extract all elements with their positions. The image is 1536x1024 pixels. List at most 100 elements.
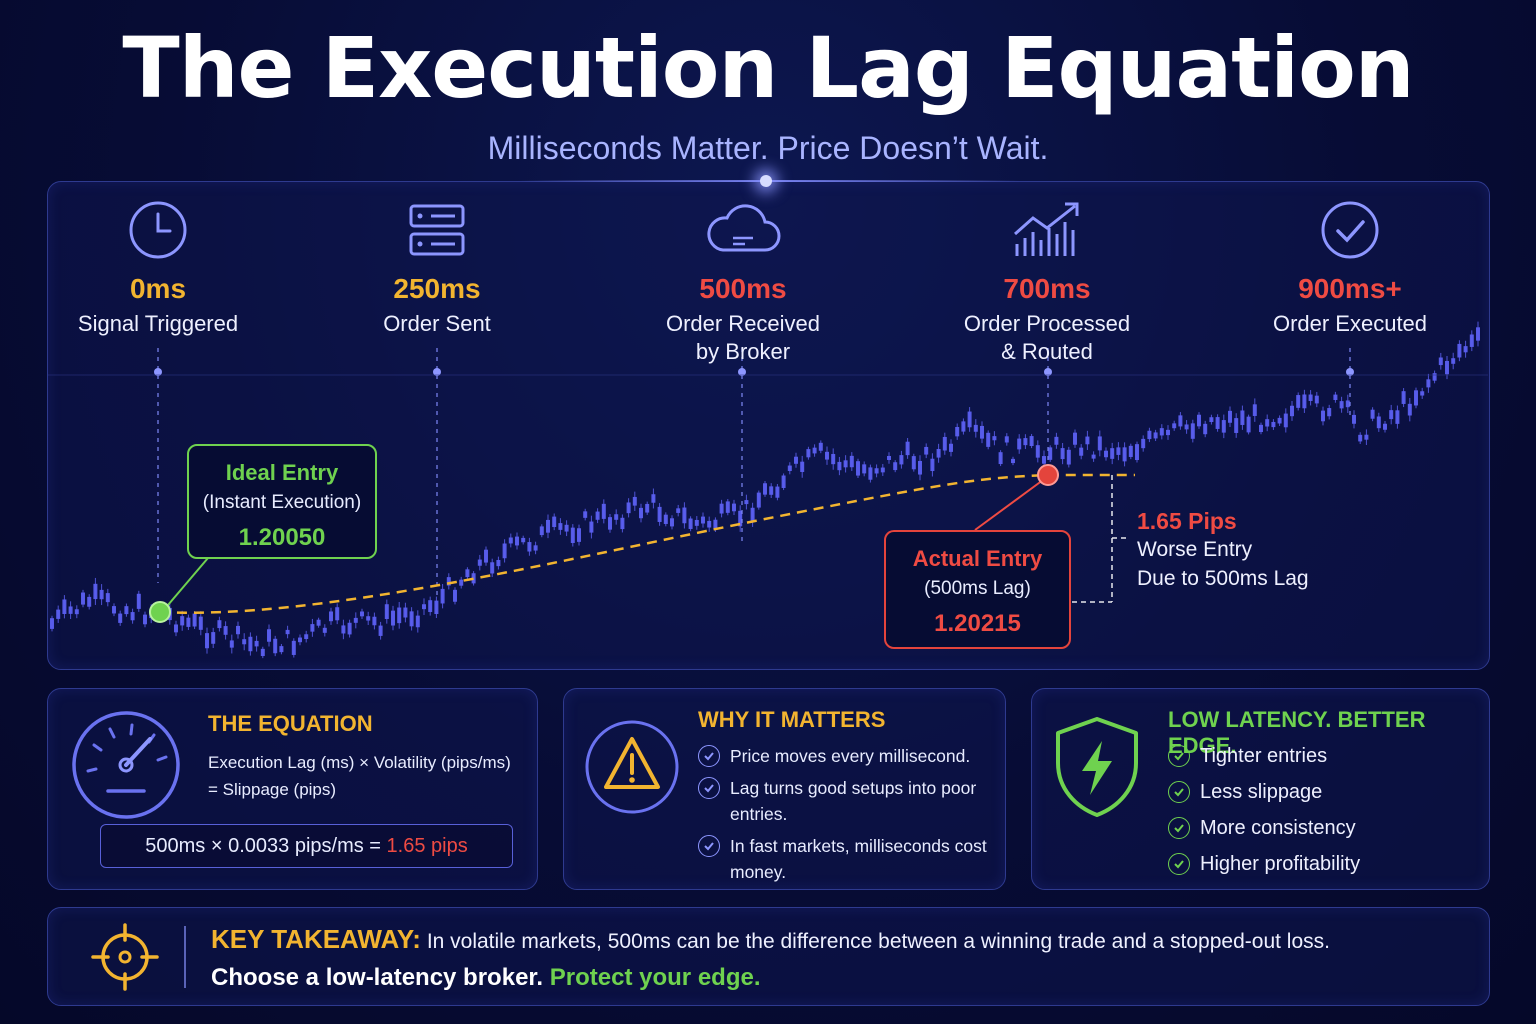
candle-body — [620, 517, 625, 530]
candle-body — [1445, 360, 1449, 375]
candle-body — [322, 627, 327, 633]
candle-body — [1172, 423, 1177, 429]
candle-body — [1476, 327, 1480, 341]
candle-body — [1060, 448, 1065, 460]
candle-body — [74, 609, 79, 615]
stage-time: 700ms — [1003, 273, 1091, 304]
stage-label: Order Sent — [383, 311, 491, 336]
candle-body — [942, 436, 947, 451]
candle-body — [601, 503, 606, 519]
low-latency-item: Less slippage — [1200, 781, 1323, 803]
candle-body — [360, 611, 364, 617]
candle-body — [310, 624, 315, 632]
candle-body — [1296, 395, 1301, 408]
target-icon — [90, 922, 160, 997]
glow-dot — [760, 175, 772, 187]
candle-body — [539, 526, 544, 536]
candle-body — [930, 458, 935, 472]
candle-body — [639, 507, 643, 519]
candle-body — [50, 618, 54, 629]
stage-label: Signal Triggered — [77, 311, 239, 336]
bar-chart-trend-icon — [927, 198, 1167, 262]
candle-body — [1314, 395, 1319, 404]
candle-body — [955, 426, 960, 437]
candle-body — [589, 521, 594, 533]
list-item: Higher profitability — [1168, 851, 1468, 877]
candle-body — [1190, 423, 1195, 439]
ideal-entry-title: Ideal Entry — [225, 460, 339, 485]
candle-body — [1085, 436, 1090, 445]
takeaway-label: KEY TAKEAWAY: — [211, 924, 421, 954]
candle-body — [893, 462, 898, 471]
candle-body — [645, 503, 650, 513]
candle-body — [1011, 458, 1015, 464]
candle-body — [440, 588, 445, 604]
stage-time: 250ms — [393, 273, 481, 304]
candle-body — [304, 634, 309, 640]
candle-body — [1221, 420, 1226, 433]
candle-body — [198, 616, 203, 630]
candle-body — [1352, 414, 1356, 424]
candle-body — [688, 518, 693, 529]
candle-body — [341, 625, 346, 634]
candle-body — [118, 613, 123, 623]
candle-body — [1029, 436, 1034, 447]
candle-body — [874, 468, 879, 474]
candle-body — [1321, 410, 1325, 422]
candle-body — [521, 537, 526, 543]
candle-body — [880, 467, 885, 473]
candle-body — [911, 456, 916, 470]
candle-body — [973, 424, 978, 432]
candle-body — [1265, 419, 1270, 427]
why-it-matters-card: WHY IT MATTERS Price moves every millise… — [563, 688, 1006, 890]
stage-time: 500ms — [699, 273, 787, 304]
candle-body — [186, 617, 191, 627]
stage-order-received: 500ms Order Received by Broker — [623, 198, 863, 366]
pips-note-title: 1.65 Pips — [1137, 508, 1237, 534]
candle-body — [1122, 447, 1127, 462]
candle-body — [806, 449, 811, 458]
candle-body — [87, 596, 92, 607]
candle-body — [694, 519, 699, 526]
low-latency-item: Tighter entries — [1200, 745, 1328, 767]
warning-icon — [584, 719, 680, 820]
candle-body — [1302, 394, 1307, 409]
pips-note-body: Worse Entry Due to 500ms Lag — [1137, 538, 1309, 590]
candle-body — [477, 559, 482, 566]
candle-body — [291, 640, 296, 655]
candle-body — [831, 453, 836, 465]
candle-body — [812, 447, 817, 454]
ideal-entry-marker — [149, 601, 171, 623]
list-item: More consistency — [1168, 815, 1468, 841]
ideal-entry-value: 1.20050 — [238, 524, 326, 551]
list-item: Less slippage — [1168, 779, 1468, 805]
divider — [184, 926, 186, 988]
check-icon — [698, 745, 720, 767]
candle-body — [62, 599, 67, 615]
candle-body — [298, 637, 302, 643]
candle-body — [403, 607, 408, 618]
check-icon — [1168, 853, 1190, 875]
check-icon — [1168, 817, 1190, 839]
candle-body — [570, 527, 575, 543]
candle-body — [663, 514, 668, 524]
candle-body — [515, 536, 519, 546]
candle-body — [465, 569, 470, 578]
candle-body — [353, 617, 358, 623]
stage-label: Order Processed & Routed — [963, 311, 1131, 364]
candle-body — [1420, 391, 1425, 396]
candle-body — [391, 610, 395, 626]
candle-body — [273, 638, 278, 654]
why-list: Price moves every millisecond. Lag turns… — [698, 743, 988, 891]
candle-body — [998, 452, 1003, 465]
candle-body — [701, 516, 705, 524]
check-icon — [1168, 781, 1190, 803]
speedometer-icon — [70, 709, 182, 826]
candle-body — [217, 620, 222, 629]
slippage-curve — [159, 473, 1135, 614]
candle-body — [1246, 416, 1251, 433]
candle-body — [583, 511, 588, 518]
list-item: Tighter entries — [1168, 743, 1468, 769]
candle-body — [316, 619, 321, 626]
list-item: Lag turns good setups into poor entries. — [698, 775, 988, 827]
